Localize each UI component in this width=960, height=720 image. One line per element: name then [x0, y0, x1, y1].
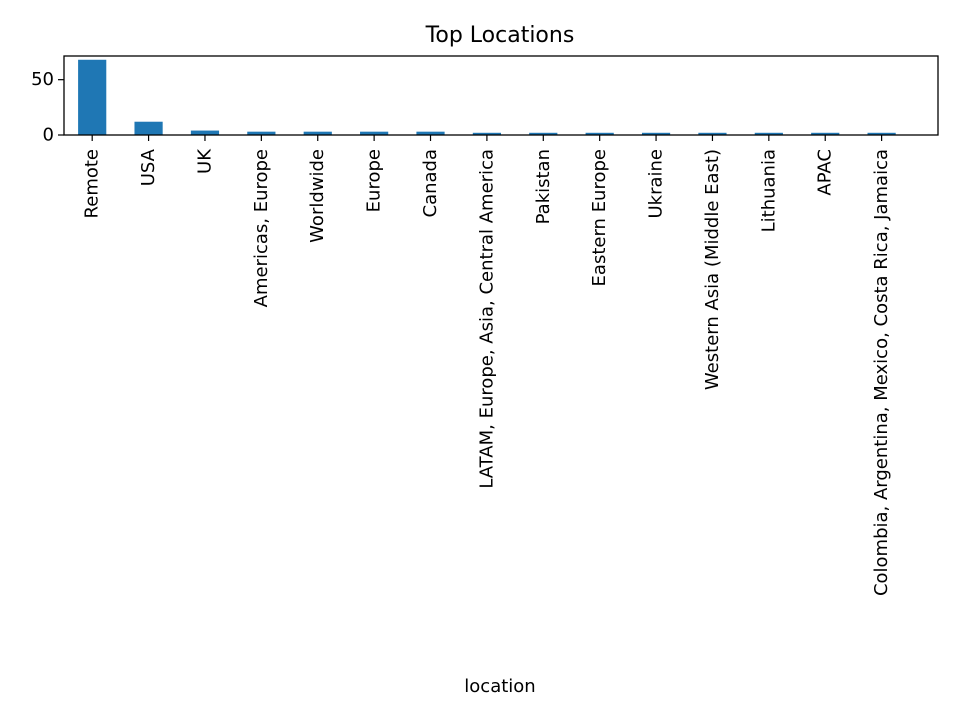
plot-frame [63, 55, 939, 136]
x-tick-label: Worldwide [307, 149, 328, 243]
bar [190, 130, 220, 135]
x-tick-label: USA [138, 148, 159, 186]
y-tick-label: 0 [43, 125, 54, 146]
bar [416, 131, 445, 135]
chart-title: Top Locations [425, 23, 575, 48]
bar [303, 131, 332, 135]
y-tick-label: 50 [31, 69, 54, 90]
bar [811, 132, 840, 135]
x-tick-label: Colombia, Argentina, Mexico, Costa Rica,… [871, 149, 892, 596]
y-axis: 0 50 [31, 69, 64, 146]
x-tick-label: Europe [364, 149, 385, 212]
x-tick-label: LATAM, Europe, Asia, Central America [476, 149, 497, 489]
bar [247, 131, 276, 135]
x-tick-label: Ukraine [646, 149, 667, 219]
x-tick-label: Western Asia (Middle East) [702, 149, 723, 390]
x-tick-label: UK [194, 148, 215, 174]
bar [585, 132, 614, 135]
bar [754, 132, 783, 135]
bar [472, 132, 501, 135]
bar [641, 132, 671, 135]
bar [867, 132, 896, 135]
x-axis: Remote USA UK Americas, Europe Worldwide Euro… [82, 135, 892, 596]
x-tick-label: APAC [815, 149, 836, 196]
bar [134, 121, 163, 135]
x-tick-label: Canada [420, 149, 441, 218]
bar [698, 132, 727, 135]
x-tick-label: Pakistan [533, 149, 554, 224]
x-tick-label: Eastern Europe [589, 149, 610, 286]
x-axis-label: location [464, 676, 535, 697]
bar [78, 59, 107, 136]
x-tick-label: Lithuania [758, 149, 779, 232]
x-tick-label: Americas, Europe [251, 149, 272, 307]
x-tick-label: Remote [82, 149, 103, 218]
bars-layer [78, 59, 896, 136]
bar [529, 132, 558, 135]
bar [360, 131, 389, 135]
